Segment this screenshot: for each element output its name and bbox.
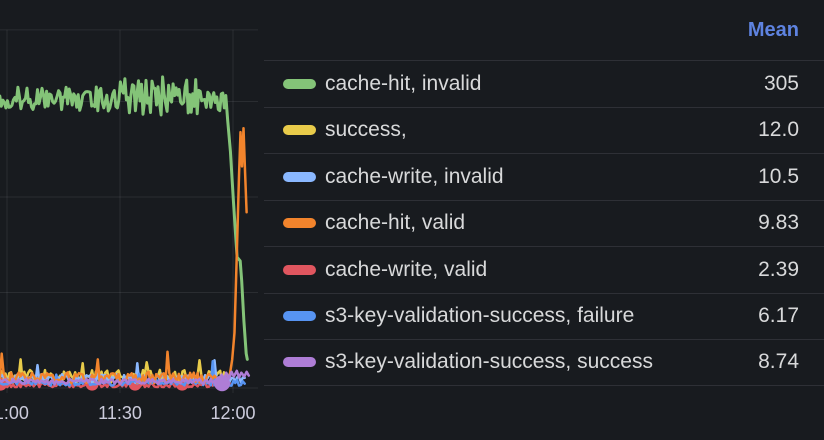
series-name-label[interactable]: success, — [325, 118, 407, 142]
series-name-label[interactable]: cache-hit, valid — [325, 211, 466, 235]
series-mean-value: 10.5 — [758, 164, 799, 188]
chart-canvas[interactable]: 11:00 11:30 12:00 — [0, 0, 264, 440]
series-mean-value: 305 — [763, 71, 799, 95]
series-color-swatch[interactable] — [283, 218, 316, 229]
series-name-label[interactable]: cache-write, valid — [325, 257, 488, 281]
legend-row[interactable]: cache-write, invalid 10.5 — [264, 153, 824, 200]
series-color-swatch[interactable] — [283, 171, 316, 182]
series-color-swatch[interactable] — [283, 311, 316, 322]
x-axis-tick-label: 12:00 — [210, 403, 255, 423]
legend-row[interactable]: cache-hit, invalid 305 — [264, 60, 824, 107]
series-name-label[interactable]: cache-hit, invalid — [325, 71, 482, 95]
series-name-label[interactable]: cache-write, invalid — [325, 164, 504, 188]
timeseries-chart[interactable]: 11:00 11:30 12:00 — [0, 0, 264, 440]
series-name-label[interactable]: s3-key-validation-success, failure — [325, 304, 635, 328]
series-mean-value: 9.83 — [758, 211, 799, 235]
series-color-swatch[interactable] — [283, 125, 316, 136]
series-color-swatch[interactable] — [283, 78, 316, 89]
series-line — [0, 381, 231, 389]
legend-row[interactable]: s3-key-validation-success, failure 6.17 — [264, 292, 824, 340]
legend-row[interactable]: s3-key-validation-success, success 8.74 — [264, 339, 824, 386]
legend-row[interactable]: cache-hit, valid 9.83 — [264, 199, 824, 247]
series-color-swatch[interactable] — [283, 357, 316, 368]
series-mean-value: 12.0 — [758, 118, 799, 142]
series-mean-value: 2.39 — [758, 257, 799, 281]
series-line — [0, 75, 249, 361]
legend-row[interactable]: success, 12.0 — [264, 106, 824, 154]
legend-mean-column-header[interactable]: Mean — [747, 18, 799, 41]
legend-rows: cache-hit, invalid 305 success, 12.0 cache-w… — [264, 60, 824, 386]
legend-header: Mean — [264, 0, 824, 60]
series-line — [0, 126, 248, 385]
series-color-swatch[interactable] — [283, 264, 316, 275]
x-axis-tick-label: 11:30 — [98, 403, 142, 423]
series-mean-value: 8.74 — [758, 350, 799, 374]
legend-row[interactable]: cache-write, valid 2.39 — [264, 246, 824, 293]
series-mean-value: 6.17 — [758, 304, 799, 328]
series-name-label[interactable]: s3-key-validation-success, success — [325, 350, 653, 374]
series-line — [0, 369, 251, 386]
x-axis-tick-label: 11:00 — [0, 403, 29, 423]
legend-table: Mean cache-hit, invalid 305 success, 12.0 ca… — [264, 0, 824, 440]
series-point-marker — [214, 375, 231, 392]
